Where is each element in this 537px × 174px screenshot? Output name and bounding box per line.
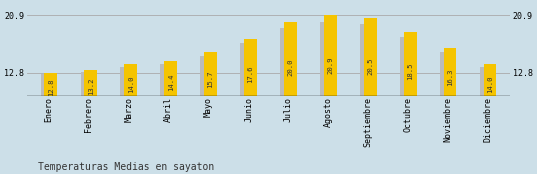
Bar bbox=[84, 70, 97, 163]
Text: 20.5: 20.5 bbox=[367, 58, 373, 75]
Bar bbox=[444, 48, 456, 163]
Bar bbox=[320, 22, 333, 163]
Bar bbox=[45, 73, 57, 163]
Bar bbox=[200, 56, 213, 163]
Text: 13.2: 13.2 bbox=[88, 77, 94, 95]
Text: Temperaturas Medias en sayaton: Temperaturas Medias en sayaton bbox=[38, 162, 214, 172]
Bar bbox=[204, 52, 217, 163]
Bar bbox=[364, 18, 376, 163]
Bar bbox=[360, 25, 373, 163]
Bar bbox=[120, 67, 133, 163]
Bar bbox=[484, 64, 496, 163]
Bar bbox=[480, 67, 492, 163]
Text: 14.0: 14.0 bbox=[128, 75, 134, 93]
Bar bbox=[280, 28, 293, 163]
Bar bbox=[440, 52, 453, 163]
Text: 14.4: 14.4 bbox=[168, 74, 173, 92]
Text: 20.0: 20.0 bbox=[287, 59, 293, 76]
Text: 18.5: 18.5 bbox=[407, 63, 413, 80]
Text: 16.3: 16.3 bbox=[447, 69, 453, 86]
Bar bbox=[124, 64, 137, 163]
Bar bbox=[81, 72, 93, 163]
Text: 20.9: 20.9 bbox=[328, 57, 333, 74]
Bar bbox=[284, 22, 297, 163]
Bar bbox=[240, 43, 253, 163]
Bar bbox=[244, 39, 257, 163]
Bar bbox=[161, 64, 173, 163]
Bar bbox=[324, 15, 337, 163]
Text: 17.6: 17.6 bbox=[248, 65, 253, 83]
Bar bbox=[164, 61, 177, 163]
Bar bbox=[41, 74, 53, 163]
Text: 15.7: 15.7 bbox=[207, 70, 214, 88]
Bar bbox=[400, 37, 413, 163]
Text: 12.8: 12.8 bbox=[48, 78, 54, 96]
Bar bbox=[404, 32, 417, 163]
Text: 14.0: 14.0 bbox=[487, 75, 493, 93]
